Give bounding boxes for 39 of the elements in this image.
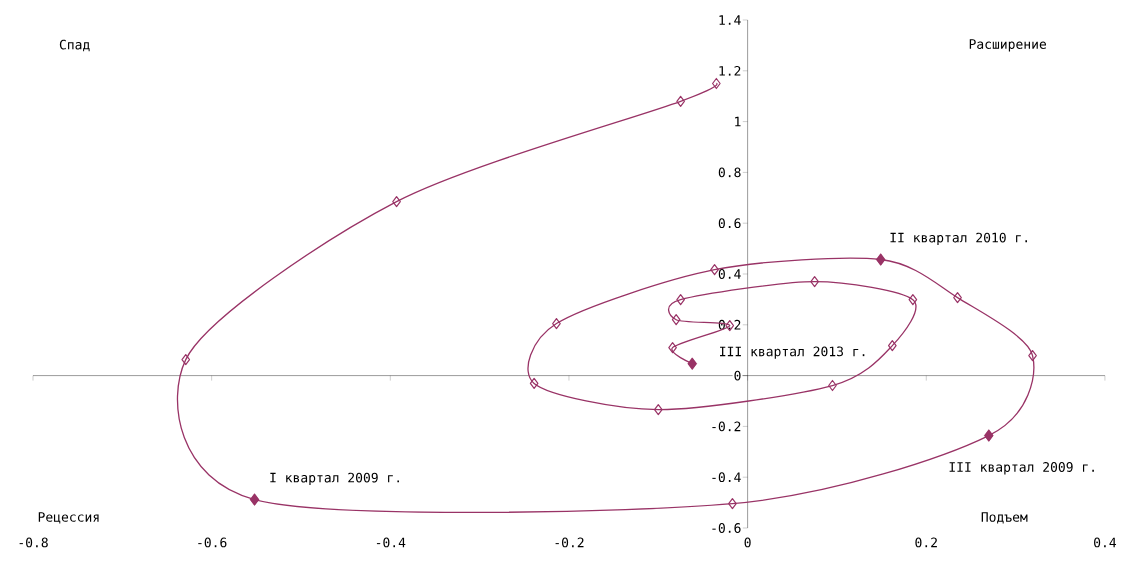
y-tick-label: 0.4 [718, 269, 741, 279]
point [728, 498, 737, 510]
y-tick-label: 1.4 [719, 15, 741, 25]
point [676, 294, 685, 306]
x-tick-label: -0.4 [376, 537, 406, 548]
point [392, 196, 401, 208]
point [710, 264, 719, 276]
y-tick-label: 0.6 [718, 218, 741, 229]
y-tick-label: 0.8 [718, 167, 741, 178]
annotation: I квартал 2009 г. [270, 472, 399, 486]
annotation: Расширение [969, 39, 1047, 52]
annotation: Рецессия [38, 512, 99, 524]
point [887, 340, 897, 352]
x-tick-label: 0.2 [915, 537, 937, 548]
x-tick-label: -0.2 [555, 537, 584, 548]
y-tick-label: -0.6 [712, 523, 741, 533]
point [810, 276, 819, 288]
y-tick-label: -0.2 [712, 421, 741, 432]
point [676, 95, 685, 107]
point [668, 342, 677, 354]
x-tick-label: 0 [744, 537, 751, 548]
point [671, 314, 681, 326]
annotation: III квартал 2013 г. [720, 346, 865, 359]
y-tick-label: 1 [735, 116, 741, 127]
point [529, 377, 539, 390]
annotation: Подъем [981, 512, 1028, 524]
annotation: Спад [59, 39, 90, 52]
x-tick-label: 0.4 [1094, 537, 1117, 548]
point [653, 404, 663, 416]
x-tick-label: -0.6 [198, 537, 227, 548]
y-tick-label: 0 [734, 370, 741, 381]
x-tick-label: -0.8 [19, 537, 48, 548]
y-tick-label: -0.4 [712, 472, 741, 483]
y-tick-label: 1.2 [719, 65, 741, 76]
annotation: II квартал 2010 г. [890, 232, 1027, 245]
point [953, 292, 962, 304]
point [908, 294, 918, 306]
point [181, 354, 191, 366]
annotation: III квартал 2009 г. [949, 462, 1094, 475]
